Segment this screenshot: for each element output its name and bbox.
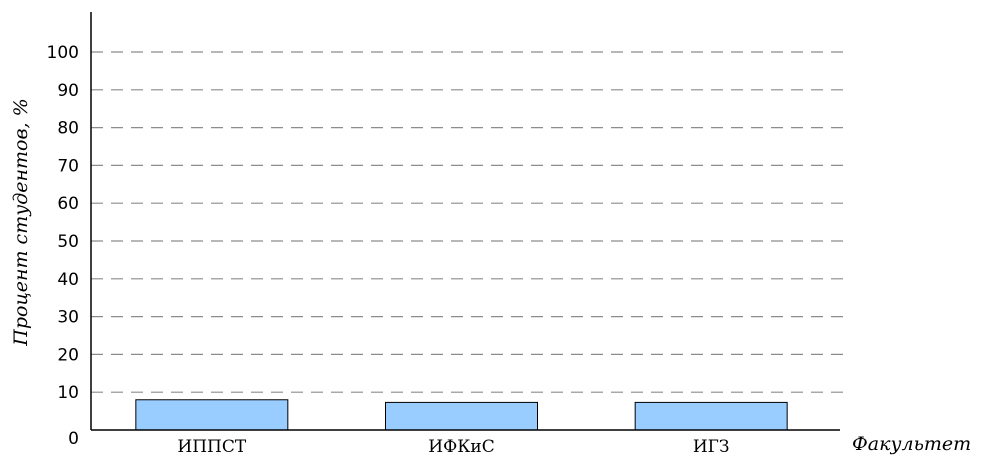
- y-tick-label: 80: [57, 119, 79, 139]
- y-tick-label: 40: [57, 270, 79, 290]
- y-tick-label: 70: [57, 156, 79, 176]
- y-tick-label: 90: [57, 81, 79, 101]
- y-tick-label: 10: [57, 383, 79, 403]
- y-tick-label: 0: [68, 429, 79, 449]
- bar: [135, 399, 289, 431]
- x-category-label: ИГЗ: [693, 437, 730, 457]
- y-tick-label: 60: [57, 194, 79, 214]
- y-tick-label: 30: [57, 308, 79, 328]
- y-axis-title: Процент студентов, %: [10, 98, 32, 346]
- y-tick-label: 100: [47, 43, 79, 63]
- x-axis-title: Факультет: [852, 433, 971, 455]
- bars: [135, 399, 788, 431]
- x-category-label: ИППСТ: [177, 437, 246, 457]
- bar: [634, 401, 788, 431]
- y-tick-label: 20: [57, 345, 79, 365]
- y-tick-labels: 0 10 20 30 40 50 60 70 80 90 100: [47, 43, 79, 449]
- x-category-labels: ИППСТ ИФКиС ИГЗ: [177, 437, 729, 457]
- grid-lines: [91, 51, 843, 393]
- x-category-label: ИФКиС: [428, 437, 494, 457]
- bar: [385, 401, 538, 431]
- y-tick-label: 50: [57, 232, 79, 252]
